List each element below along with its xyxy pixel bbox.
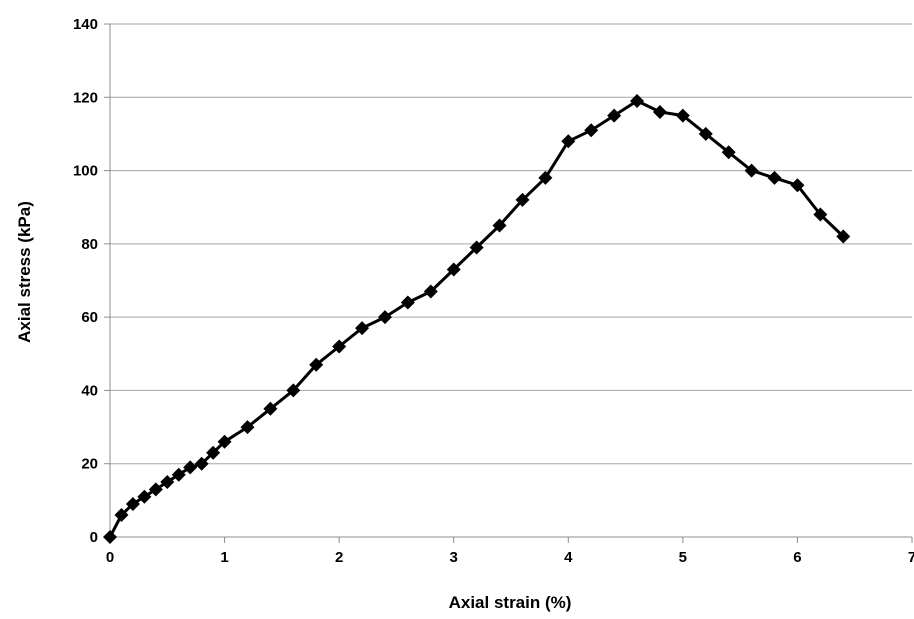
axes — [104, 23, 913, 543]
data-point-8 — [194, 456, 209, 471]
data-point-18 — [400, 295, 415, 310]
y-axis-title: Axial stress (kPa) — [15, 201, 34, 343]
data-point-30 — [675, 108, 690, 123]
tick-labels: 0 20 40 60 80 100 120 140 0 1 2 3 4 5 6 7 — [73, 16, 914, 566]
data-point-35 — [790, 178, 805, 193]
data-point-17 — [377, 310, 392, 325]
data-point-2 — [125, 497, 140, 512]
data-point-29 — [652, 104, 667, 119]
x-axis-title: Axial strain (%) — [449, 593, 572, 612]
data-point-11 — [240, 420, 255, 435]
data-point-12 — [263, 401, 278, 416]
y-tick-label-100: 100 — [73, 163, 98, 180]
data-point-5 — [160, 475, 175, 490]
data-point-33 — [744, 163, 759, 178]
data-point-27 — [607, 108, 622, 123]
data-point-3 — [137, 489, 152, 504]
y-tick-label-40: 40 — [81, 382, 98, 399]
data-point-34 — [767, 170, 782, 185]
data-point-21 — [469, 240, 484, 255]
y-tick-label-60: 60 — [81, 309, 98, 326]
x-tick-label-5: 5 — [679, 549, 687, 566]
y-tick-label-20: 20 — [81, 456, 98, 473]
data-point-26 — [584, 123, 599, 138]
x-tick-label-2: 2 — [335, 549, 343, 566]
data-point-32 — [721, 145, 736, 160]
data-point-23 — [515, 192, 530, 207]
data-point-1 — [114, 508, 129, 523]
x-tick-label-0: 0 — [106, 549, 114, 566]
x-tick-label-3: 3 — [450, 549, 458, 566]
data-point-22 — [492, 218, 507, 233]
data-point-10 — [217, 434, 232, 449]
y-tick-label-120: 120 — [73, 89, 98, 106]
x-tick-label-7: 7 — [908, 549, 914, 566]
data-point-31 — [698, 126, 713, 141]
data-point-16 — [355, 321, 370, 336]
data-point-19 — [423, 284, 438, 299]
data-point-9 — [206, 445, 221, 460]
data-point-15 — [332, 339, 347, 354]
data-point-25 — [561, 134, 576, 149]
data-point-6 — [171, 467, 186, 482]
data-point-14 — [309, 357, 324, 372]
y-tick-label-140: 140 — [73, 16, 98, 33]
data-point-20 — [446, 262, 461, 277]
y-tick-label-80: 80 — [81, 236, 98, 253]
x-tick-label-1: 1 — [220, 549, 228, 566]
series-stress-strain — [103, 93, 851, 544]
data-point-24 — [538, 170, 553, 185]
x-tick-label-6: 6 — [793, 549, 801, 566]
data-point-36 — [813, 207, 828, 222]
series-line — [108, 99, 845, 538]
data-point-37 — [836, 229, 851, 244]
data-point-0 — [103, 530, 117, 544]
y-tick-label-0: 0 — [90, 529, 98, 546]
gridlines — [110, 23, 912, 465]
data-point-28 — [630, 93, 645, 108]
data-point-7 — [183, 460, 198, 475]
x-tick-label-4: 4 — [564, 549, 573, 566]
data-point-4 — [148, 482, 163, 497]
data-point-13 — [286, 383, 301, 398]
